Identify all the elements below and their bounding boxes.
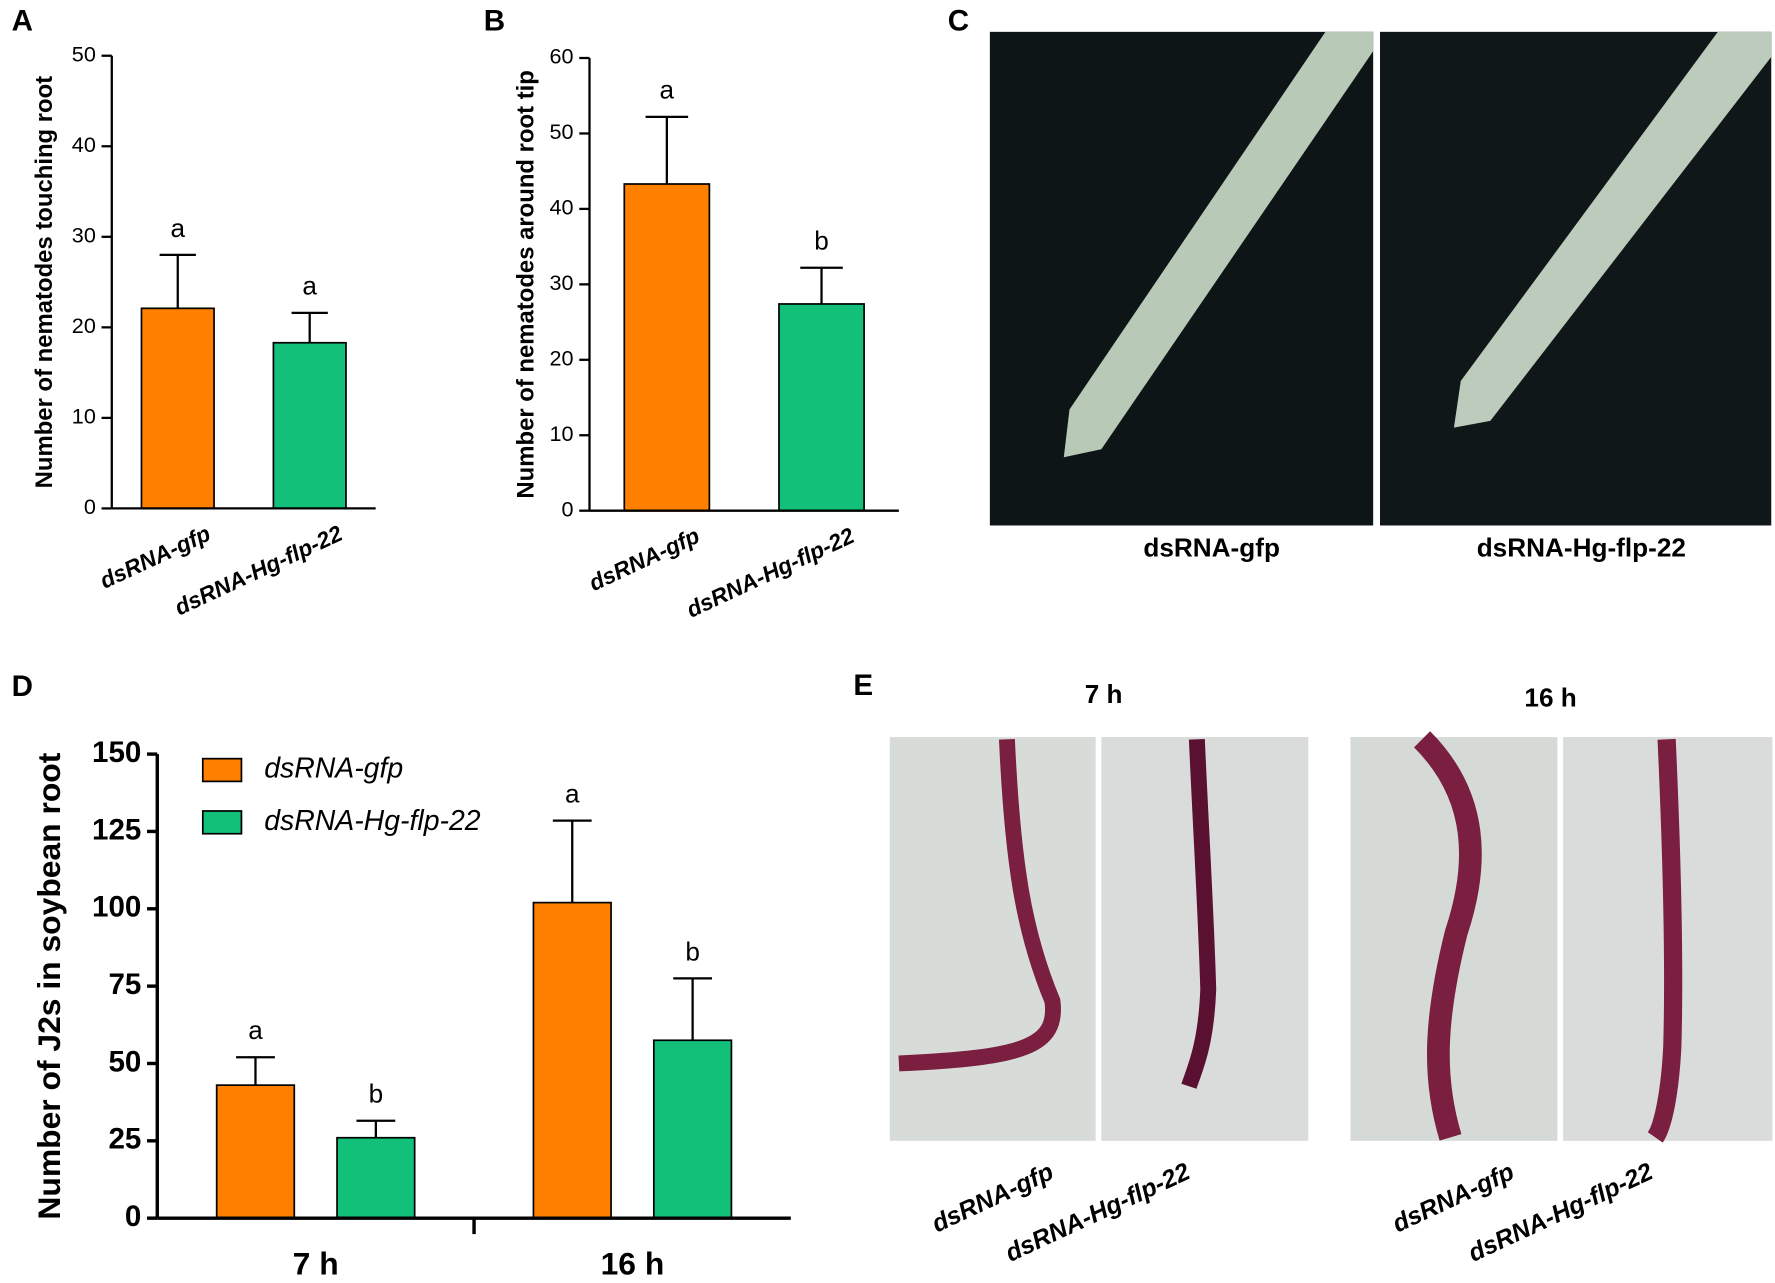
root-shape: [898, 738, 1061, 1072]
y-tick-label: 0: [562, 496, 574, 521]
significance-letter: a: [565, 779, 580, 809]
bar: [778, 303, 865, 512]
significance-letter: a: [248, 1015, 263, 1045]
significance-letter: b: [369, 1079, 384, 1109]
y-tick-label: 50: [108, 1045, 141, 1078]
bar: [652, 1039, 733, 1220]
x-tick-label: 16 h: [601, 1245, 665, 1281]
photo-caption: dsRNA-gfp: [1143, 532, 1280, 562]
bar: [623, 183, 711, 512]
significance-letter: b: [814, 226, 829, 256]
significance-letter: a: [660, 75, 675, 105]
y-tick-label: 60: [550, 44, 574, 69]
y-tick-label: 20: [550, 346, 574, 371]
y-tick-label: 40: [72, 132, 96, 157]
root-shape: [1181, 738, 1217, 1089]
y-tick-label: 20: [72, 313, 96, 338]
root-shape: [1647, 738, 1683, 1143]
bar: [336, 1136, 416, 1220]
panel-letter: B: [484, 5, 505, 38]
bar: [532, 901, 612, 1220]
photo: [889, 737, 1096, 1141]
bar: [140, 307, 215, 510]
legend-swatch: [201, 810, 243, 835]
significance-letter: a: [302, 271, 317, 301]
photo-heading: 7 h: [1085, 679, 1123, 709]
y-tick-label: 0: [125, 1200, 141, 1233]
root-shape: [1063, 31, 1374, 458]
y-tick-label: 25: [108, 1123, 141, 1156]
y-axis-title: Number of nematodes touching root: [31, 76, 58, 489]
panel-letter: E: [853, 669, 873, 702]
y-axis-title: Number of J2s in soybean root: [31, 752, 67, 1219]
bar: [215, 1084, 296, 1220]
legend-label: dsRNA-Hg-flp-22: [264, 805, 481, 837]
y-tick-label: 10: [550, 421, 574, 446]
x-tick-label: 7 h: [293, 1245, 339, 1281]
panel-letter: A: [12, 5, 33, 38]
photo-group-c: C dsRNA-gfp dsRNA-Hg-flp-22: [948, 5, 1772, 562]
photo-heading: 16 h: [1524, 682, 1576, 712]
y-tick-label: 75: [108, 968, 141, 1001]
y-axis-title: Number of nematodes around root tip: [512, 70, 539, 498]
panel-letter: D: [12, 670, 33, 703]
legend-label: dsRNA-gfp: [264, 753, 403, 785]
y-tick-label: 150: [92, 736, 141, 769]
significance-letter: a: [170, 213, 185, 243]
y-tick-label: 50: [550, 119, 574, 144]
bar: [272, 341, 347, 510]
y-tick-label: 50: [72, 41, 96, 66]
y-tick-label: 10: [72, 404, 96, 429]
y-tick-label: 30: [550, 270, 574, 295]
y-tick-label: 0: [84, 494, 96, 519]
panel-letter: C: [948, 5, 969, 38]
y-tick-label: 100: [92, 891, 141, 924]
legend-swatch: [201, 757, 243, 783]
y-tick-label: 30: [72, 223, 96, 248]
root-shape: [1413, 731, 1482, 1141]
significance-letter: b: [685, 936, 700, 966]
y-tick-label: 125: [92, 813, 141, 846]
root-shape: [1453, 31, 1772, 428]
y-tick-label: 40: [550, 195, 574, 220]
photo-caption: dsRNA-Hg-flp-22: [1477, 532, 1686, 562]
